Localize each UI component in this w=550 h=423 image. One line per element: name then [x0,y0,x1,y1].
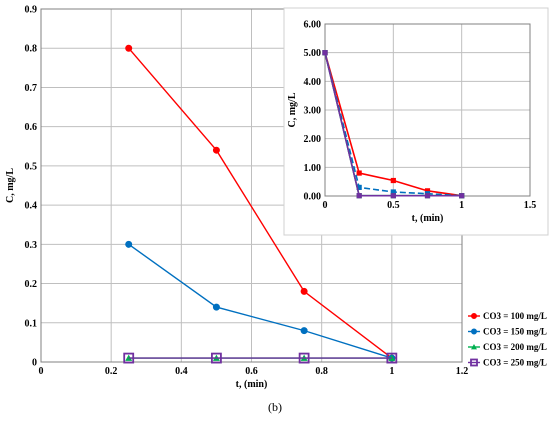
y-tick-label: 0 [32,358,37,369]
legend-item: CO3 = 250 mg/L [468,358,547,368]
x-tick-label: 0.6 [245,366,258,377]
x-tick-label: 0 [323,200,328,211]
y-tick-label: 0.1 [25,318,38,329]
data-point [356,184,362,190]
legend-marker [470,358,478,367]
data-point [390,189,396,195]
legend-label: CO3 = 250 mg/L [483,358,547,368]
y-tick-label: 0.5 [25,161,38,172]
legend-label: CO3 = 150 mg/L [483,327,547,337]
y-tick-label: 4.00 [304,77,322,88]
legend-label: CO3 = 200 mg/L [483,342,547,352]
y-tick-label: 0.9 [25,5,38,16]
x-tick-label: 1 [459,200,464,211]
y-tick-label: 6.00 [304,20,322,31]
legend-marker [471,328,477,335]
data-point [322,50,328,56]
y-tick-label: 5.00 [304,48,322,59]
data-point [211,352,222,364]
data-point [386,352,398,364]
data-point [212,303,220,311]
data-point [298,352,310,364]
data-point [123,352,135,364]
data-point [300,327,308,335]
data-point [459,193,465,199]
legend-item: CO3 = 200 mg/L [468,342,547,352]
legend: CO3 = 100 mg/L CO3 = 150 mg/L CO3 = 200 mg… [468,311,547,368]
x-tick-label: 0.2 [105,366,118,377]
data-point [300,287,308,295]
y-axis-label: C, mg/L [5,168,16,203]
inset-chart: 0.00 1.00 2.00 3.00 4.00 5.00 6.00 0 0.5 1 1.5 t, (… [283,7,549,236]
y-tick-label: 0.3 [25,240,38,251]
series-4 [322,50,465,199]
figure-caption: (b) [268,400,282,414]
y-tick-label: 0.2 [25,279,38,290]
x-axis-label: t, (min) [412,213,444,224]
legend-item: CO3 = 100 mg/L [468,311,547,321]
y-tick-label: 0.8 [25,44,38,55]
x-tick-label: 0 [39,366,44,377]
x-tick-label: 0.4 [175,366,188,377]
y-tick-label: 0.00 [304,192,322,203]
data-point [424,188,431,194]
series-line [128,243,393,359]
y-tick-label: 1.00 [304,163,322,174]
x-tick-label: 0.8 [315,366,328,377]
data-point [356,170,362,176]
y-tick-label: 0.4 [25,201,38,212]
series-line [128,47,393,359]
data-point [390,177,396,184]
legend-marker [471,344,477,350]
series-4 [123,352,398,364]
data-point [125,44,133,52]
data-point [424,193,431,199]
x-axis-label: t, (min) [236,379,268,390]
y-tick-label: 2.00 [304,134,322,145]
legend-label: CO3 = 100 mg/L [483,311,547,321]
x-tick-label: 0.5 [387,200,400,211]
x-tick-label: 1.5 [524,200,537,211]
data-point [356,193,362,199]
y-tick-label: 0.7 [25,83,38,94]
data-point [390,193,396,199]
x-tick-label: 1.2 [456,366,469,377]
legend-item: CO3 = 150 mg/L [468,327,547,337]
y-axis-label: C, mg/L [287,92,298,127]
legend-marker [471,313,477,319]
data-point [125,240,133,248]
data-point [212,146,220,154]
y-tick-label: 0.6 [25,122,38,133]
y-tick-label: 3.00 [304,106,322,117]
x-tick-label: 1 [389,366,394,377]
